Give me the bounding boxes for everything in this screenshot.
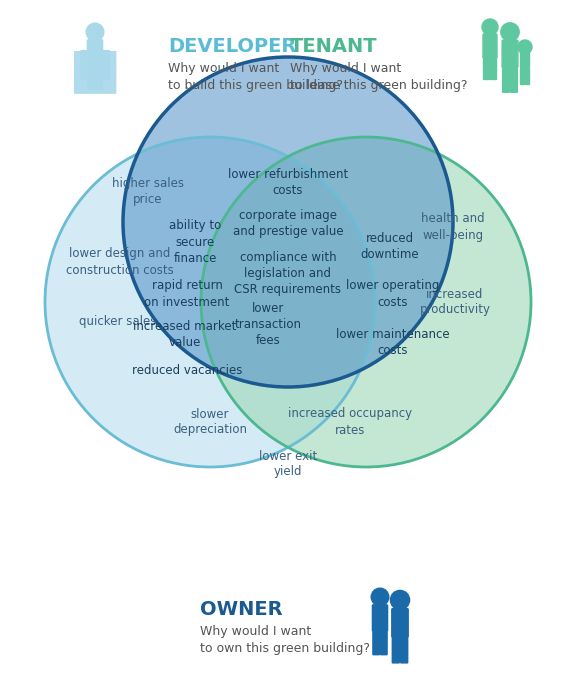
- FancyBboxPatch shape: [483, 57, 490, 80]
- Text: reduced vacancies: reduced vacancies: [132, 363, 242, 376]
- Circle shape: [123, 57, 453, 387]
- FancyBboxPatch shape: [521, 51, 529, 68]
- FancyBboxPatch shape: [401, 635, 408, 663]
- Text: increased market
value: increased market value: [133, 320, 237, 349]
- Text: TENANT: TENANT: [290, 37, 378, 56]
- Text: rapid return
on investment: rapid return on investment: [145, 280, 230, 309]
- Text: DEVELOPER: DEVELOPER: [168, 37, 297, 56]
- FancyBboxPatch shape: [88, 40, 103, 66]
- FancyBboxPatch shape: [503, 66, 509, 92]
- FancyBboxPatch shape: [88, 64, 94, 90]
- Circle shape: [201, 137, 531, 467]
- FancyBboxPatch shape: [511, 66, 517, 92]
- FancyBboxPatch shape: [373, 605, 388, 631]
- Text: lower maintenance
costs: lower maintenance costs: [336, 327, 450, 356]
- Text: increased
productivity: increased productivity: [419, 287, 491, 316]
- Circle shape: [391, 590, 410, 610]
- Text: ability to
secure
finance: ability to secure finance: [169, 219, 221, 264]
- Circle shape: [482, 19, 498, 35]
- Text: ■: ■: [77, 44, 113, 82]
- Text: reduced
downtime: reduced downtime: [361, 233, 419, 262]
- Text: OWNER: OWNER: [200, 600, 283, 619]
- Circle shape: [518, 40, 532, 54]
- Circle shape: [501, 23, 519, 42]
- Text: Why would I want
to lease this green building?: Why would I want to lease this green bui…: [290, 62, 468, 92]
- Text: compliance with
legislation and
CSR requirements: compliance with legislation and CSR requ…: [234, 251, 342, 296]
- Text: slower
depreciation: slower depreciation: [173, 408, 247, 437]
- Text: corporate image
and prestige value: corporate image and prestige value: [233, 210, 343, 239]
- Text: increased occupancy
rates: increased occupancy rates: [288, 408, 412, 437]
- Text: lower design and
construction costs: lower design and construction costs: [66, 248, 174, 277]
- Text: lower
transaction
fees: lower transaction fees: [234, 302, 301, 347]
- Circle shape: [45, 137, 375, 467]
- Circle shape: [86, 24, 104, 41]
- FancyBboxPatch shape: [502, 40, 518, 68]
- Text: Why would I want
to own this green building?: Why would I want to own this green build…: [200, 625, 370, 655]
- Text: quicker sales: quicker sales: [79, 316, 157, 329]
- Text: ■: ■: [69, 44, 122, 98]
- Text: lower operating
costs: lower operating costs: [346, 280, 439, 309]
- Text: higher sales
price: higher sales price: [112, 178, 184, 206]
- Text: lower exit
yield: lower exit yield: [259, 450, 317, 478]
- FancyBboxPatch shape: [483, 34, 497, 58]
- FancyBboxPatch shape: [392, 608, 408, 637]
- Text: lower refurbishment
costs: lower refurbishment costs: [228, 167, 348, 197]
- FancyBboxPatch shape: [521, 69, 525, 84]
- FancyBboxPatch shape: [373, 630, 380, 655]
- Text: Why would I want
to build this green building?: Why would I want to build this green bui…: [168, 62, 343, 92]
- FancyBboxPatch shape: [525, 69, 529, 84]
- FancyBboxPatch shape: [96, 64, 102, 90]
- Circle shape: [371, 588, 389, 606]
- FancyBboxPatch shape: [491, 57, 497, 80]
- FancyBboxPatch shape: [381, 630, 387, 655]
- Text: health and
well-being: health and well-being: [421, 212, 485, 242]
- FancyBboxPatch shape: [392, 635, 399, 663]
